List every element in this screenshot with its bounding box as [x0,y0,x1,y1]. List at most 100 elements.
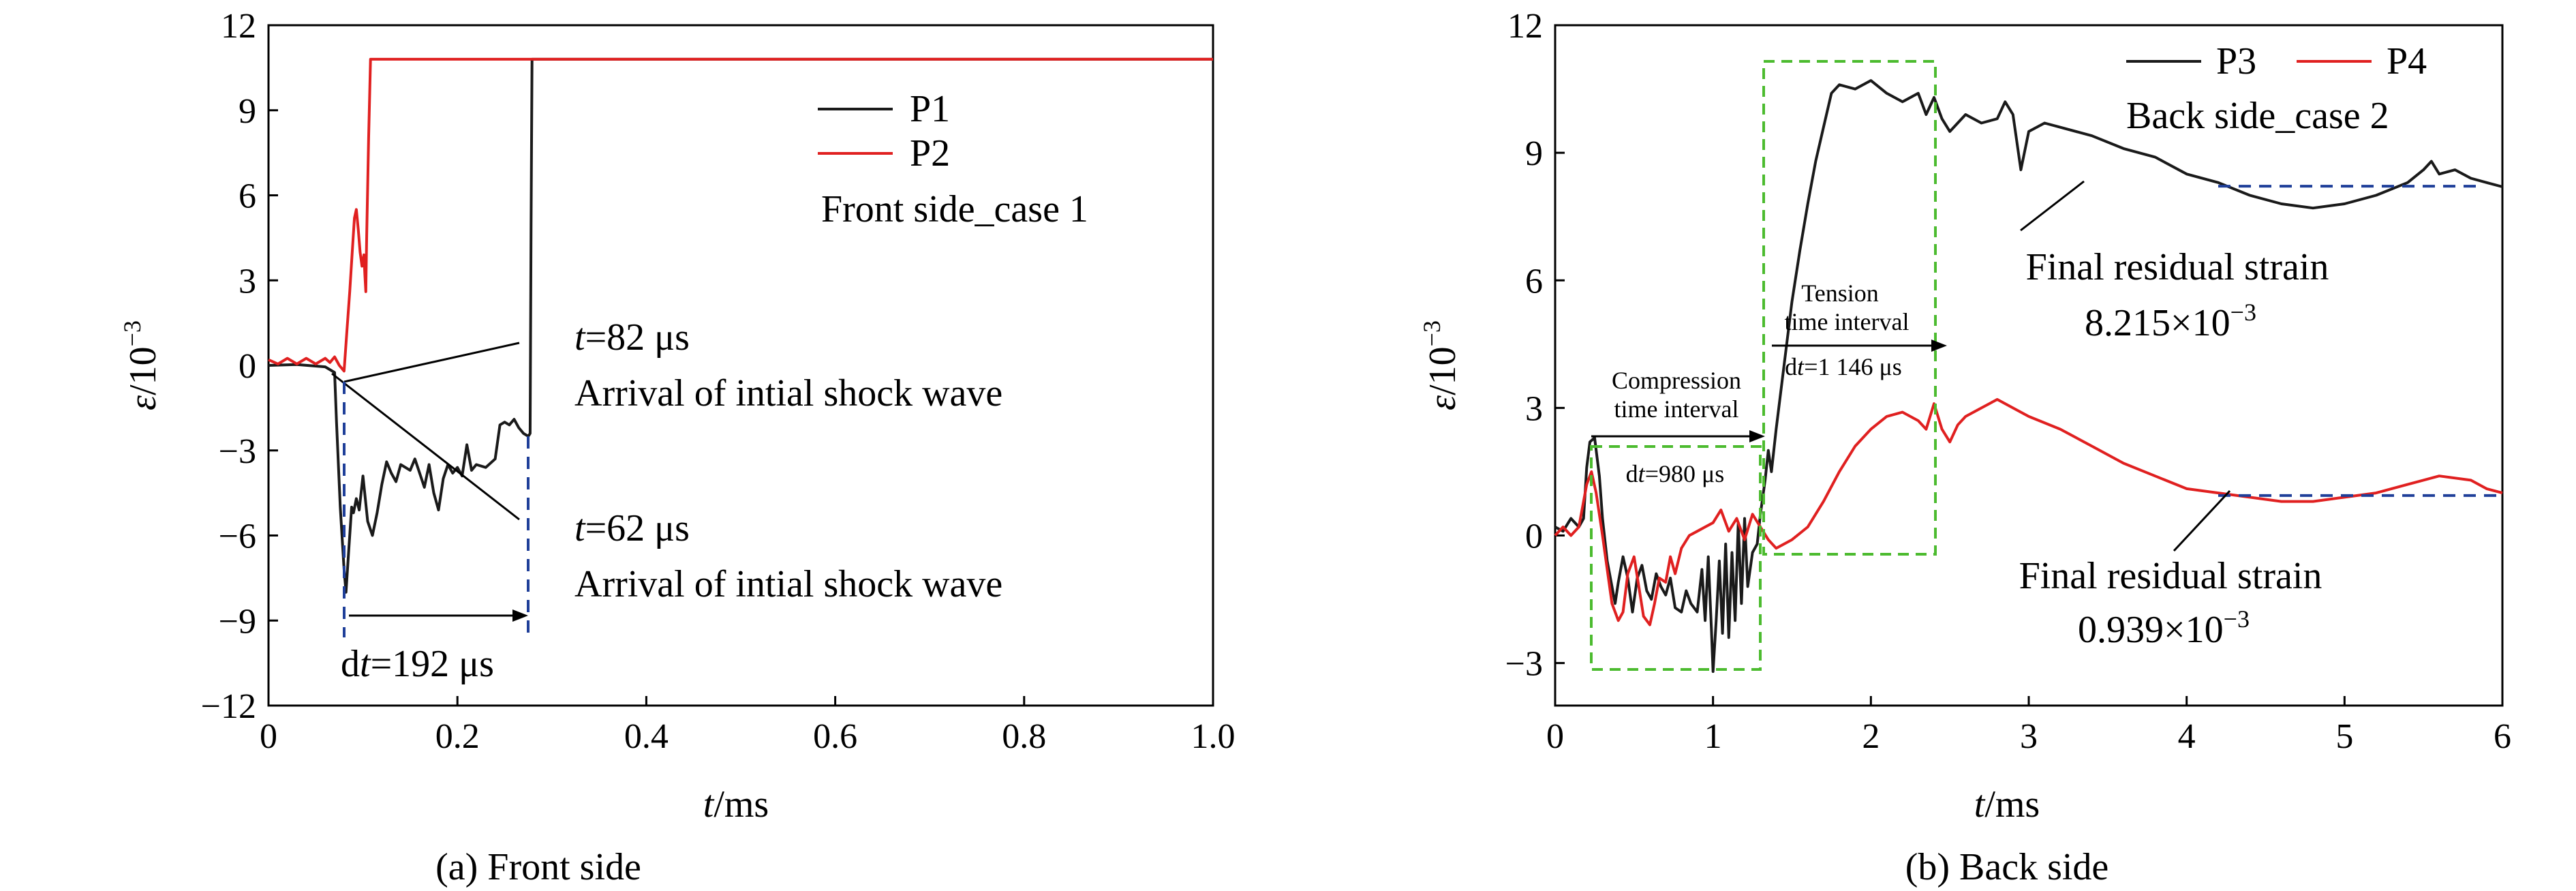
front-annotation-arrows [331,342,530,637]
back-x-tick-label: 6 [2494,717,2511,756]
front-x-axis-label-unit: /ms [714,783,769,826]
front-x-tick-label: 0.6 [813,717,857,756]
front-x-tick-label: 1.0 [1191,717,1236,756]
residual2-value: 0.939×10−3 [2078,605,2250,651]
annotation-82us-t: t [574,316,586,359]
residual2-pointer [2173,489,2231,552]
annotation-82us: t=82 μs [574,316,690,359]
legend-label-p3: P3 [2216,40,2256,82]
series-line-p2 [268,57,1213,373]
back-x-tick-label: 2 [1862,717,1880,756]
back-x-tick-label: 1 [1704,717,1722,756]
dt-label-d: d [341,643,360,685]
annotation-line-82us [343,342,520,383]
front-x-tick-label: 0.2 [435,717,480,756]
tension-arrow-head [1931,339,1947,352]
front-legend: P1 P2 Front side_case 1 [818,88,1088,230]
front-y-tick-label: −3 [219,432,256,471]
residual2-value-exp: −3 [2224,605,2250,633]
front-y-axis-label-eps: ε [122,395,164,410]
residual1-pointer [2020,180,2085,232]
annotation-82us-value: =82 μs [585,316,690,359]
front-y-tick-label: −6 [219,517,256,556]
chart-front-axes: 0 0.2 0.4 0.6 0.8 1.0 −12 −9 −6 −3 0 3 6 9 12 [201,7,1236,756]
front-y-tick-label: 9 [239,92,256,131]
residual2-value-text: 0.939×10 [2078,609,2224,651]
dt-label-t: t [360,643,371,685]
back-y-axis-label: ε/10−3 [1418,320,1464,410]
annotation-82us-text: Arrival of intial shock wave [574,372,1002,414]
annotation-line-62us [331,372,520,521]
front-x-tick-label: 0.8 [1002,717,1046,756]
residual1-value-text: 8.215×10 [2085,302,2230,344]
back-x-tick-label: 4 [2178,717,2196,756]
back-y-axis-label-eps: ε [1422,395,1464,410]
front-y-axis-label-unit: /10 [122,346,164,395]
back-caption: (b) Back side [1905,846,2109,888]
back-x-tick-label: 0 [1546,717,1564,756]
tension-dt-t: t [1797,353,1805,380]
front-x-tick-label: 0.4 [624,717,669,756]
residual1-value-exp: −3 [2230,299,2256,326]
front-y-axis-label: ε/10−3 [119,320,164,410]
series-line-p1 [268,57,1213,594]
svg-text:ε/10−3: ε/10−3 [119,320,164,410]
legend-label-p4: P4 [2387,40,2427,82]
back-x-tick-label: 3 [2020,717,2038,756]
legend-label-p1: P1 [910,88,950,130]
back-y-tick-label: 9 [1525,134,1543,173]
legend-note-back: Back side_case 2 [2126,95,2389,137]
back-x-axis-label: t/ms [1974,783,2040,826]
front-y-tick-label: −9 [219,602,256,641]
tension-label-line2: time interval [1785,308,1910,335]
tension-dt-label: dt=1 146 μs [1785,353,1902,380]
back-y-tick-label: −3 [1505,645,1543,684]
front-y-axis-label-exp: −3 [119,320,146,346]
tension-dt-value: =1 146 μs [1804,353,1902,380]
back-x-axis-label-unit: /ms [1984,783,2040,826]
annotation-62us-value: =62 μs [585,507,690,549]
back-y-tick-label: 12 [1507,7,1543,46]
dt-arrow-head [512,609,528,622]
legend-note-front: Front side_case 1 [821,188,1088,230]
front-y-tick-label: 12 [221,7,256,46]
back-y-axis-label-unit: /10 [1422,346,1464,395]
front-y-tick-label: −12 [201,687,256,726]
legend-label-p2: P2 [910,132,950,175]
compression-dt-label: dt=980 μs [1626,460,1725,487]
annotation-62us-text: Arrival of intial shock wave [574,563,1002,605]
back-y-axis-label-exp: −3 [1418,320,1445,346]
front-y-tick-label: 6 [239,177,256,216]
back-legend: P3 P4 Back side_case 2 [2126,40,2427,137]
back-y-tick-label: 6 [1525,262,1543,301]
annotation-62us: t=62 μs [574,507,690,549]
compression-arrow-head [1749,430,1765,442]
compression-dt-t: t [1638,460,1646,487]
chart-front-series [268,57,1213,594]
annotation-62us-t: t [574,507,586,549]
tension-dt-d: d [1785,353,1797,380]
tension-label-line1: Tension [1801,280,1878,307]
back-y-tick-label: 3 [1525,389,1543,428]
front-caption: (a) Front side [435,846,641,888]
compression-dt-d: d [1626,460,1638,487]
front-x-axis-label-t: t [703,783,715,826]
compression-dt-value: =980 μs [1645,460,1725,487]
back-x-tick-label: 5 [2335,717,2353,756]
series-line-p4 [1554,397,2503,626]
residual1-label: Final residual strain [2026,246,2329,288]
front-y-tick-label: 0 [239,347,256,386]
front-y-tick-label: 3 [239,262,256,301]
dt-label: dt=192 μs [341,643,494,685]
compression-label-line1: Compression [1612,367,1741,394]
back-x-axis-label-t: t [1974,783,1986,826]
compression-label-line2: time interval [1614,395,1739,423]
residual2-label: Final residual strain [2019,555,2322,597]
tension-interval-box [1762,60,1937,556]
residual1-value: 8.215×10−3 [2085,299,2256,344]
front-x-tick-label: 0 [260,717,277,756]
